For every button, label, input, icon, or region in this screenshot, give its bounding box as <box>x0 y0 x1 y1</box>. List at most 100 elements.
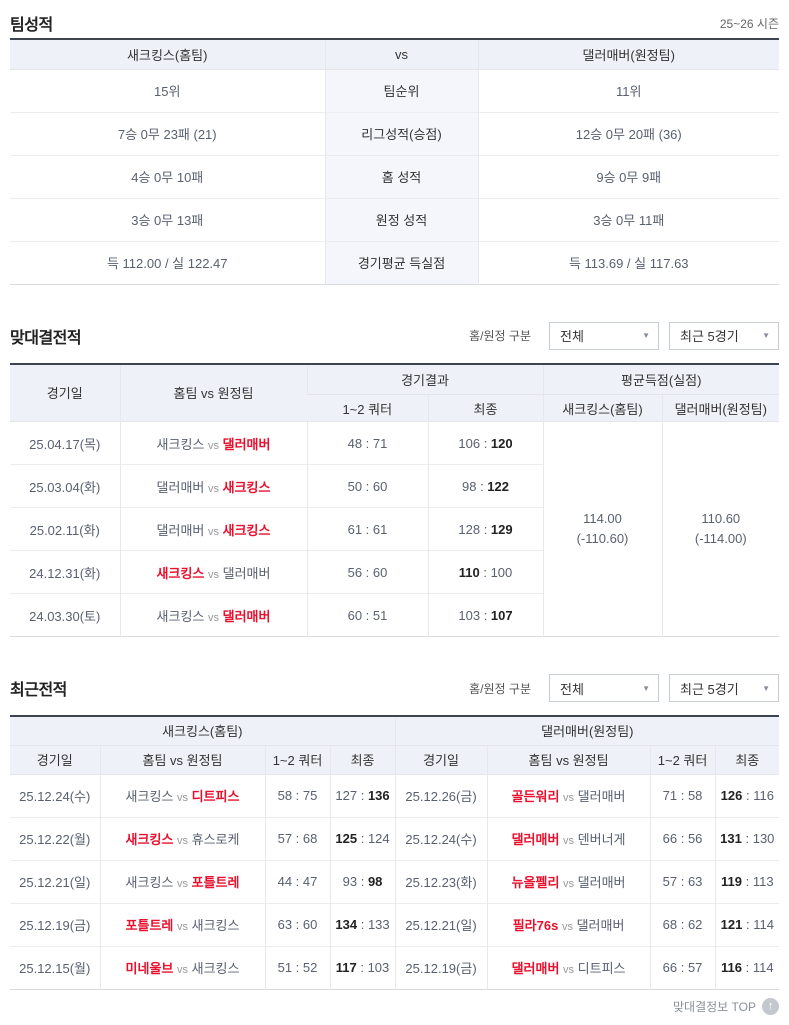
head-to-head-header: 맞대결전적 홈/원정 구분 전체 ▼ 최근 5경기 ▼ <box>10 321 779 351</box>
vs-label: vs <box>208 525 219 538</box>
final-score-cell: 127 : 136 <box>329 774 396 817</box>
team-stats-row: 득 112.00 / 실 122.47 경기평균 득실점 득 113.69 / 실 … <box>10 240 779 284</box>
match-date: 25.04.17(목) <box>29 436 101 452</box>
away-team-header: 댈러매버(원정팀) <box>477 39 779 70</box>
match-date: 25.12.19(금) <box>10 902 100 946</box>
matchup-cell: 필라76s vs 댈러매버 <box>486 902 651 946</box>
avg-away-cell: 110.60 (-114.00) <box>661 421 780 637</box>
home-final-score: 121 <box>720 917 743 932</box>
h2h-row: 25.02.11(화) 댈러매버 vs 새크킹스 61 : 61 128 : 129 <box>10 507 779 551</box>
recent-sub-head-row: 경기일 홈팀 vs 원정팀 1~2 쿼터 최종 경기일 홈팀 vs 원정팀 1~… <box>10 745 780 775</box>
vs-label: vs <box>208 439 219 452</box>
away-final-score: 114 <box>752 960 774 975</box>
col-matchup: 홈팀 vs 원정팀 <box>119 363 307 422</box>
match-date: 25.12.24(수) <box>19 789 91 804</box>
home-away-filter-value: 전체 <box>560 329 584 344</box>
match-date: 25.12.24(수) <box>394 816 488 860</box>
team-stats-row: 4승 0무 10패 홈 성적 9승 0무 9패 <box>10 154 779 198</box>
away-final-score: 100 <box>490 564 513 580</box>
matchup-cell: 새크킹스 vs 디트피스 <box>99 774 265 817</box>
score-colon: : <box>480 435 491 451</box>
home-team-name: 필라76s <box>512 918 559 933</box>
home-final-score: 128 <box>458 521 481 537</box>
matchup-cell: 댈러매버 vs 새크킹스 <box>119 507 307 551</box>
home-team-value: 15위 <box>154 84 181 99</box>
recent-games-filter-dropdown[interactable]: 최근 5경기 ▼ <box>669 674 779 702</box>
vs-label: vs <box>177 878 188 890</box>
match-date: 24.03.30(토) <box>10 593 120 637</box>
home-away-filter-label: 홈/원정 구분 <box>469 681 531 696</box>
score-colon: : <box>357 874 368 889</box>
scroll-top-link[interactable]: 맞대결정보 TOP <box>673 999 756 1014</box>
final-score-cell: 93 : 98 <box>329 859 396 903</box>
match-date: 24.12.31(화) <box>10 550 120 594</box>
vs-label: vs <box>177 792 188 804</box>
home-team-name: 미네울브 <box>125 961 174 976</box>
col-q12: 1~2 쿼터 <box>649 745 716 775</box>
avg-line: (-114.00) <box>694 531 747 546</box>
team-stats-row: 7승 0무 23패 (21) 리그성적(승점) 12승 0무 20패 (36) <box>10 111 779 155</box>
recent-games-filter-value: 최근 5경기 <box>680 681 739 697</box>
match-date: 25.12.15(월) <box>10 945 100 989</box>
stat-label: 원정 성적 <box>324 197 478 241</box>
quarter-score-cell: 51 : 52 <box>264 945 330 989</box>
recent-header: 최근전적 홈/원정 구분 전체 ▼ 최근 5경기 ▼ <box>10 673 779 703</box>
head-to-head-title: 맞대결전적 <box>10 329 82 347</box>
score-colon: : <box>742 917 754 932</box>
score-colon: : <box>357 788 368 803</box>
away-final-score: 113 <box>752 874 774 889</box>
recent-group-head-row: 새크킹스(홈팀) 댈러매버(원정팀) <box>10 716 780 746</box>
col-final: 최종 <box>714 745 780 775</box>
home-team-header: 새크킹스(홈팀) <box>10 39 325 70</box>
quarter-score-cell: 61 : 61 <box>306 507 428 551</box>
away-team-name: 댈러매버 <box>576 918 625 933</box>
final-score-cell: 106 : 120 <box>427 421 543 465</box>
quarter-score-cell: 57 : 68 <box>264 816 330 860</box>
vs-label: vs <box>563 964 575 976</box>
home-team-value: 4승 0무 10패 <box>10 154 325 198</box>
away-team-name: 새크킹스 <box>191 918 240 933</box>
home-away-filter-dropdown[interactable]: 전체 ▼ <box>549 674 659 702</box>
vs-label: vs <box>563 878 575 890</box>
score-colon: : <box>357 917 368 932</box>
home-final-score: 134 <box>335 917 358 932</box>
match-date: 25.12.23(화) <box>394 859 488 903</box>
away-team-name: 디트피스 <box>191 789 240 804</box>
home-final-score: 131 <box>720 831 742 846</box>
home-team-name: 댈러매버 <box>156 479 205 495</box>
away-final-score: 116 <box>753 788 774 803</box>
recent-games-filter-dropdown[interactable]: 최근 5경기 ▼ <box>669 321 779 350</box>
final-score-cell: 103 : 107 <box>427 593 543 637</box>
away-team-value: 3승 0무 11패 <box>477 197 779 241</box>
score-colon: : <box>476 478 488 494</box>
quarter-score-cell: 50 : 60 <box>306 464 428 508</box>
away-team-name: 디트피스 <box>577 961 626 976</box>
vs-label: vs <box>177 964 188 976</box>
quarter-score-cell: 57 : 63 <box>649 859 716 903</box>
away-team-name: 새크킹스 <box>222 479 271 495</box>
recent-row: 25.12.24(수) 새크킹스 vs 디트피스 58 : 75 127 : 136 2… <box>10 774 780 817</box>
home-away-filter-dropdown[interactable]: 전체 ▼ <box>549 321 659 350</box>
col-avg-away: 댈러매버(원정팀) <box>661 394 780 422</box>
home-team-name: 골든워리 <box>511 789 560 804</box>
quarter-score-cell: 44 : 47 <box>264 859 330 903</box>
stat-label: 홈 성적 <box>324 154 478 198</box>
home-final-score: 119 <box>721 874 742 889</box>
col-q12: 1~2 쿼터 <box>264 745 330 775</box>
away-team-name: 댈러매버 <box>222 436 271 452</box>
quarter-score-cell: 48 : 71 <box>306 421 428 465</box>
away-team-name: 댈러매버 <box>577 875 626 890</box>
final-score-cell: 119 : 113 <box>714 859 780 903</box>
scroll-top-icon[interactable]: ↑ <box>762 997 779 1015</box>
away-team-name: 댈러매버 <box>222 565 271 581</box>
recent-games-filter-value: 최근 5경기 <box>680 329 739 344</box>
away-team-name: 댈러매버 <box>577 789 626 804</box>
matchup-cell: 댈러매버 vs 덴버너게 <box>486 816 651 860</box>
match-date: 25.12.21(일) <box>10 859 100 903</box>
team-stats-row: 3승 0무 13패 원정 성적 3승 0무 11패 <box>10 197 779 241</box>
home-final-score: 98 <box>461 478 477 494</box>
team-stats-title: 팀성적 <box>10 17 53 34</box>
home-final-score: 126 <box>720 788 743 803</box>
col-date: 경기일 <box>10 363 120 422</box>
away-final-score: 122 <box>487 478 509 494</box>
